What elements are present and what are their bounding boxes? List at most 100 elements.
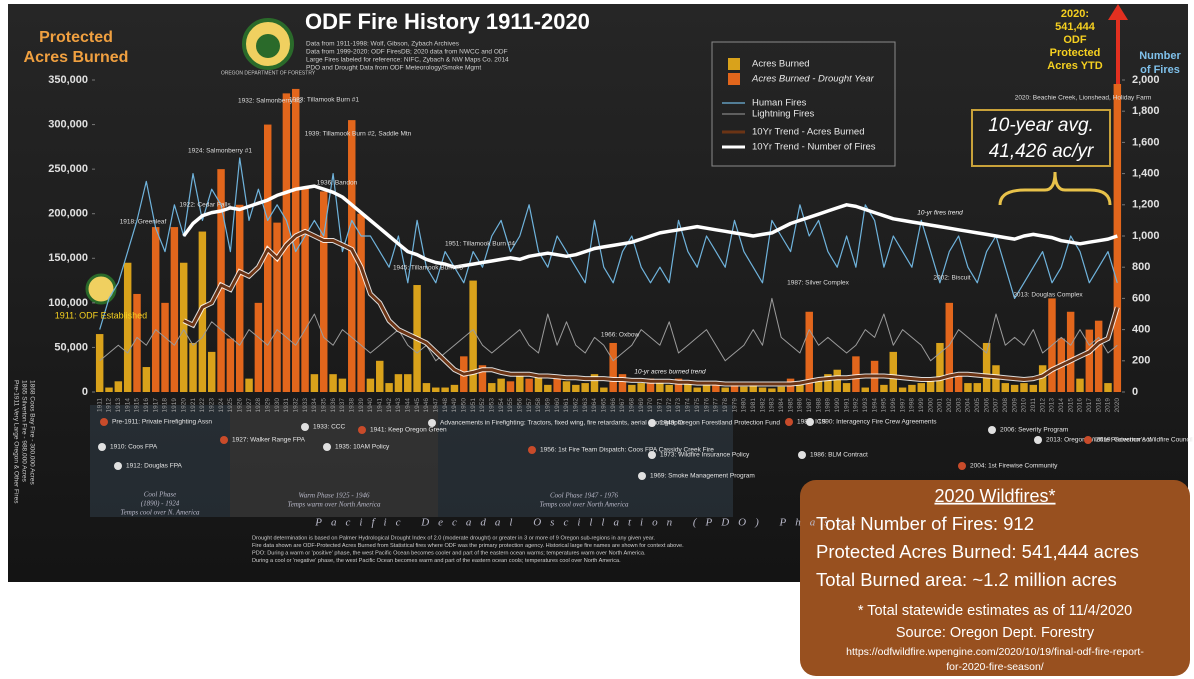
y2-tick-label: 1,000 — [1132, 230, 1160, 242]
x-tick-label: 1938 — [348, 398, 355, 413]
x-tick-label: 1941 — [376, 398, 383, 413]
bar — [814, 378, 823, 392]
y2-tick-label: 200 — [1132, 355, 1150, 367]
bar — [516, 374, 524, 392]
y2-tick-label: 1,800 — [1132, 105, 1160, 117]
pdo-phase: Cool Phase — [144, 491, 176, 499]
x-tick-label: 1951 — [470, 398, 477, 413]
timeline-event: 1941: Keep Oregon Green — [370, 427, 447, 434]
callout-2020: Protected — [1050, 47, 1101, 59]
pdo-phase: Cool Phase 1947 - 1976 — [550, 492, 619, 500]
y-tick-label: 200,000 — [48, 208, 88, 220]
annotation: 2002: Biscuit — [933, 275, 970, 282]
x-tick-label: 2005 — [974, 398, 981, 413]
x-tick-label: 1977 — [713, 398, 720, 413]
x-tick-label: 1937 — [339, 398, 346, 413]
x-tick-label: 2016 — [1077, 398, 1084, 413]
x-tick-label: 1963 — [582, 398, 589, 413]
timeline-icon — [638, 472, 646, 480]
warm-phase-band — [230, 405, 438, 517]
arrow-head — [1108, 4, 1128, 20]
timeline-event: 1986: BLM Contract — [810, 452, 868, 459]
annotation: 1966: Oxbow — [601, 332, 640, 339]
y-tick-label: 300,000 — [48, 118, 88, 130]
timeline-event: 2019: Governor's Wildfire Council — [1096, 437, 1193, 444]
x-tick-label: 1980 — [741, 398, 748, 413]
bar — [301, 186, 309, 392]
annotation: 10-yr acres burned trend — [634, 369, 706, 376]
bar — [861, 387, 869, 392]
x-tick-label: 1935 — [320, 398, 327, 413]
x-tick-label: 1916 — [143, 398, 150, 413]
bar — [151, 227, 160, 392]
x-tick-label: 1943 — [395, 398, 402, 413]
cool-phase-band — [90, 405, 230, 517]
x-tick-label: 1923 — [208, 398, 215, 413]
bar — [553, 378, 561, 392]
bar — [768, 388, 776, 392]
y2-tick-label: 0 — [1132, 386, 1138, 398]
x-tick-label: 1981 — [750, 398, 757, 413]
x-tick-label: 1956 — [517, 398, 524, 413]
x-tick-label: 1946 — [423, 398, 430, 413]
timeline-event: 1973: Wildfire Insurance Policy — [660, 452, 750, 459]
subtitle-line: Data from 1999-2020: ODF FiresDB; 2020 d… — [306, 49, 508, 56]
bar — [562, 381, 571, 392]
timeline-icon — [958, 462, 966, 470]
bar — [656, 381, 664, 392]
timeline-event: 2006: Severity Program — [1000, 427, 1068, 434]
x-tick-label: 1995 — [881, 398, 888, 413]
bar — [1001, 383, 1010, 392]
bar — [450, 384, 459, 392]
bar — [600, 387, 608, 392]
bar — [1094, 320, 1103, 392]
timeline-event: 1969: Smoke Management Program — [650, 473, 755, 480]
pdo-phase: Temps warm over North America — [288, 501, 381, 509]
line-series — [183, 230, 1119, 386]
bar — [581, 383, 589, 392]
box-note: * Total statewide estimates as of 11/4/2… — [858, 603, 1132, 619]
y-tick-label: 150,000 — [48, 252, 88, 264]
timeline-event: Pre-1911: Private Firefighting Assn — [112, 419, 212, 426]
wildfires-box — [800, 480, 1190, 676]
timeline-event: 1949: Oregon Forestland Protection Fund — [660, 420, 780, 427]
x-tick-label: 2001 — [937, 398, 944, 413]
x-tick-label: 2011 — [1030, 398, 1037, 412]
bar — [254, 302, 263, 392]
x-tick-label: 2010 — [1021, 398, 1028, 413]
timeline-icon — [798, 451, 806, 459]
timeline-event: 1935: 10AM Policy — [335, 444, 390, 451]
x-tick-label: 1975 — [694, 398, 701, 413]
x-tick-label: 2017 — [1086, 398, 1093, 413]
bar — [123, 262, 132, 392]
x-tick-label: 1983 — [769, 398, 776, 413]
y-tick-label: 100,000 — [48, 297, 88, 309]
annotation: 1911: ODF Established — [55, 310, 147, 320]
annotation: 1945: Tillamook Burn #3 — [393, 265, 463, 272]
bar — [833, 369, 841, 392]
bar — [945, 302, 954, 392]
x-tick-label: 1967 — [619, 398, 626, 413]
avg-box — [971, 109, 1111, 167]
y2-axis-title: Number — [1139, 50, 1181, 62]
legend-box — [711, 41, 896, 167]
bar — [852, 356, 860, 392]
x-tick-label: 1931 — [283, 398, 290, 413]
x-tick-label: 1966 — [610, 398, 617, 413]
legend-label: Acres Burned — [752, 59, 810, 70]
odf-logo-tree — [256, 34, 280, 58]
timeline-icon — [806, 418, 814, 426]
callout-2020: ODF — [1063, 34, 1087, 46]
x-tick-label: 1950 — [461, 398, 468, 413]
x-tick-label: 1985 — [787, 398, 794, 413]
bar — [329, 374, 337, 392]
annotation: 1924: Salmonberry #1 — [188, 148, 252, 155]
bar — [842, 383, 851, 392]
x-tick-label: 1932 — [292, 398, 299, 413]
bar — [291, 88, 300, 393]
x-tick-label: 2015 — [1067, 398, 1074, 413]
y-tick-label: 0 — [82, 386, 88, 398]
legend-label: Lightning Fires — [752, 109, 815, 120]
annotation: 10-yr fires trend — [917, 210, 963, 217]
